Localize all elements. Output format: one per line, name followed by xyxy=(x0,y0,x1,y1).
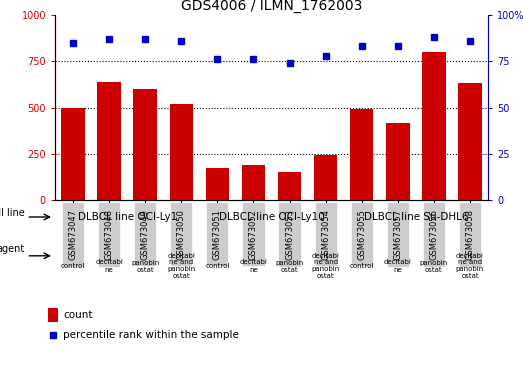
Text: panobin
ostat: panobin ostat xyxy=(131,260,160,273)
Text: control: control xyxy=(349,263,374,269)
Text: decitabi
ne: decitabi ne xyxy=(95,260,123,273)
Title: GDS4006 / ILMN_1762003: GDS4006 / ILMN_1762003 xyxy=(181,0,362,13)
Text: DLBCL line OCI-Ly10: DLBCL line OCI-Ly10 xyxy=(219,212,324,222)
Bar xyxy=(133,89,157,200)
Text: agent: agent xyxy=(0,244,25,254)
Bar xyxy=(61,108,85,200)
Text: DLBCL line OCI-Ly1: DLBCL line OCI-Ly1 xyxy=(77,212,177,222)
Text: decitabi
ne: decitabi ne xyxy=(240,260,267,273)
Text: decitabi
ne: decitabi ne xyxy=(384,260,412,273)
Bar xyxy=(278,172,301,200)
Text: decitabi
ne and
panobin
ostat: decitabi ne and panobin ostat xyxy=(312,253,340,280)
Bar xyxy=(206,168,229,200)
Text: control: control xyxy=(61,263,85,269)
Bar xyxy=(422,52,446,200)
Text: count: count xyxy=(63,310,93,320)
Text: percentile rank within the sample: percentile rank within the sample xyxy=(63,330,239,340)
Bar xyxy=(458,83,482,200)
Text: cell line: cell line xyxy=(0,207,25,217)
Bar xyxy=(169,104,193,200)
Bar xyxy=(350,109,373,200)
Text: DLBCL line Su-DHL6: DLBCL line Su-DHL6 xyxy=(363,212,468,222)
Text: panobin
ostat: panobin ostat xyxy=(276,260,304,273)
Bar xyxy=(48,308,58,322)
Text: decitabi
ne and
panobin
ostat: decitabi ne and panobin ostat xyxy=(456,253,484,280)
Bar xyxy=(314,155,337,200)
Text: panobin
ostat: panobin ostat xyxy=(420,260,448,273)
Bar xyxy=(97,82,121,200)
Bar xyxy=(386,123,410,200)
Bar xyxy=(242,165,265,200)
Text: decitabi
ne and
panobin
ostat: decitabi ne and panobin ostat xyxy=(167,253,196,280)
Text: control: control xyxy=(205,263,230,269)
